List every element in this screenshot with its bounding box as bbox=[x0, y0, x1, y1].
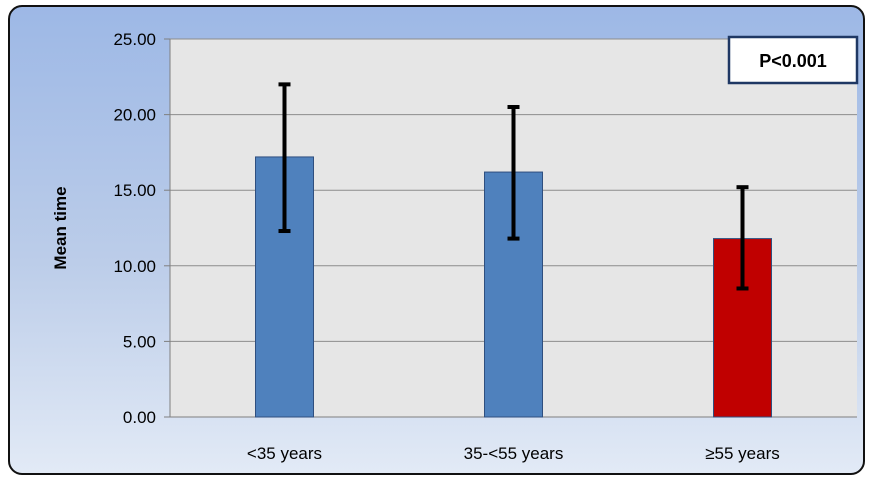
bar bbox=[713, 238, 772, 418]
annotation-text: P<0.001 bbox=[759, 51, 827, 71]
bar-chart: 0.00 5.00 10.00 15.00 20.00 25.00 <35 years 35… bbox=[51, 30, 859, 463]
x-tick-label: ≥55 years bbox=[705, 444, 780, 463]
y-axis-label: Mean time bbox=[51, 186, 70, 269]
y-tick-label: 10.00 bbox=[113, 257, 156, 276]
chart-frame: 0.00 5.00 10.00 15.00 20.00 25.00 <35 years 35… bbox=[8, 5, 865, 475]
error-bars bbox=[278, 82, 749, 291]
y-tick-label: 0.00 bbox=[123, 408, 156, 427]
x-tick-label: <35 years bbox=[247, 444, 322, 463]
y-tick-label: 5.00 bbox=[123, 332, 156, 351]
y-tick-label: 20.00 bbox=[113, 106, 156, 125]
y-tick-label: 25.00 bbox=[113, 30, 156, 49]
annotation-box bbox=[727, 35, 859, 85]
x-tick-label: 35-<55 years bbox=[464, 444, 564, 463]
y-tick-label: 15.00 bbox=[113, 181, 156, 200]
x-axis-ticks: <35 years 35-<55 years ≥55 years bbox=[247, 444, 780, 463]
y-axis-ticks: 0.00 5.00 10.00 15.00 20.00 25.00 bbox=[113, 30, 156, 427]
